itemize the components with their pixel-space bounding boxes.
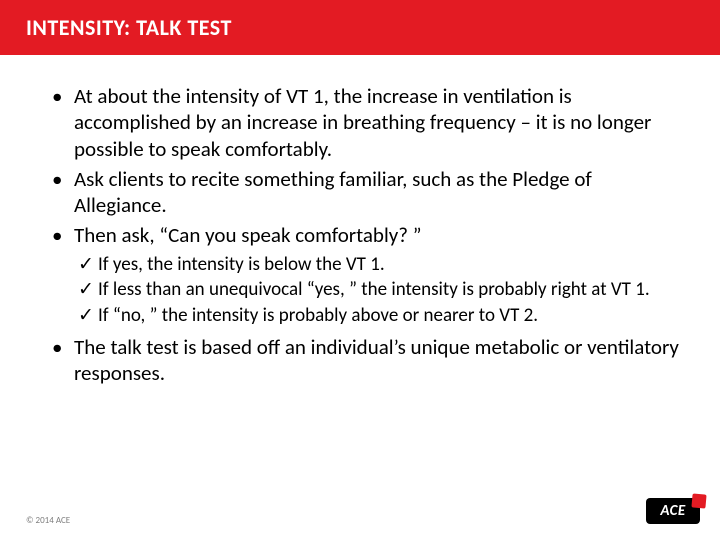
sub-bullet-item: If “no, ” the intensity is probably abov… xyxy=(40,304,680,328)
logo-text: ACE xyxy=(660,502,685,520)
slide-content: At about the intensity of VT 1, the incr… xyxy=(0,55,720,540)
slide-footer: © 2014 ACE ACE xyxy=(26,496,704,526)
logo-accent-icon xyxy=(691,493,706,508)
sub-bullet-item: If less than an unequivocal “yes, ” the … xyxy=(40,278,680,302)
bullet-item: At about the intensity of VT 1, the incr… xyxy=(40,83,680,162)
bullet-item: The talk test is based off an individual… xyxy=(40,334,680,387)
sub-bullet-list: If yes, the intensity is below the VT 1.… xyxy=(40,253,680,328)
slide-title: INTENSITY: TALK TEST xyxy=(26,14,720,41)
slide-header: INTENSITY: TALK TEST xyxy=(0,0,720,55)
bullet-item: Then ask, “Can you speak comfortably? ” xyxy=(40,222,680,248)
copyright-text: © 2014 ACE xyxy=(26,515,70,526)
logo-shape: ACE xyxy=(646,496,704,526)
main-bullet-list-after: The talk test is based off an individual… xyxy=(40,334,680,387)
brand-logo: ACE xyxy=(646,496,704,526)
bullet-item: Ask clients to recite something familiar… xyxy=(40,166,680,219)
main-bullet-list: At about the intensity of VT 1, the incr… xyxy=(40,83,680,249)
sub-bullet-item: If yes, the intensity is below the VT 1. xyxy=(40,253,680,277)
slide: INTENSITY: TALK TEST At about the intens… xyxy=(0,0,720,540)
